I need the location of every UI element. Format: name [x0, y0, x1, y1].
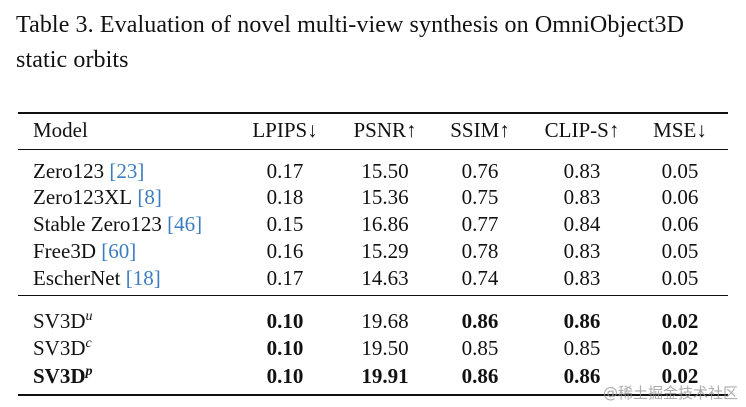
- metric-cell: 15.36: [361, 185, 409, 209]
- model-name: SV3D: [33, 336, 86, 360]
- metric-cell: 0.86: [563, 309, 601, 333]
- model-name: SV3D: [33, 309, 86, 333]
- column-header: MSE↓: [653, 118, 707, 142]
- bottom-rule: [18, 394, 728, 396]
- metric-cell: 0.17: [266, 159, 304, 183]
- metric-cell: 0.85: [461, 336, 499, 360]
- metric-cell: 19.50: [361, 336, 409, 360]
- column-header: CLIP-S↑: [544, 118, 620, 142]
- metric-cell: 0.86: [461, 364, 499, 388]
- citation: [8]: [137, 185, 162, 209]
- model-cell: Zero123XL [8]: [33, 184, 162, 210]
- column-header: LPIPS↓: [252, 118, 318, 142]
- metric-cell: 0.83: [563, 185, 601, 209]
- model-cell: SV3Dp: [33, 363, 93, 389]
- metric-cell: 15.29: [361, 239, 409, 263]
- column-header: PSNR↑: [353, 118, 417, 142]
- model-variant: p: [85, 364, 93, 379]
- metric-cell: 0.83: [563, 159, 601, 183]
- metric-cell: 0.06: [661, 212, 699, 236]
- metric-cell: 0.05: [661, 159, 699, 183]
- metric-cell: 0.75: [461, 185, 499, 209]
- metric-cell: 0.83: [563, 266, 601, 290]
- metric-cell: 19.91: [361, 364, 409, 388]
- metric-cell: 0.10: [266, 309, 304, 333]
- citation: [60]: [101, 239, 137, 263]
- metric-cell: 0.84: [563, 212, 601, 236]
- model-name: Zero123XL: [33, 185, 133, 209]
- header-rule: [18, 149, 728, 150]
- column-header: Model: [33, 118, 88, 142]
- metric-cell: 0.02: [661, 309, 699, 333]
- metric-cell: 0.78: [461, 239, 499, 263]
- model-name: SV3D: [33, 364, 86, 388]
- model-variant: u: [85, 309, 93, 324]
- metric-cell: 0.10: [266, 364, 304, 388]
- citation: [18]: [125, 266, 161, 290]
- citation: [46]: [167, 212, 203, 236]
- metric-cell: 0.76: [461, 159, 499, 183]
- model-cell: EscherNet [18]: [33, 265, 161, 291]
- metric-cell: 0.83: [563, 239, 601, 263]
- column-header: SSIM↑: [450, 118, 510, 142]
- model-cell: SV3Du: [33, 308, 93, 334]
- metric-cell: 0.86: [563, 364, 601, 388]
- metric-cell: 0.10: [266, 336, 304, 360]
- model-name: Zero123: [33, 159, 105, 183]
- metric-cell: 0.77: [461, 212, 499, 236]
- metric-cell: 0.06: [661, 185, 699, 209]
- metric-cell: 0.18: [266, 185, 304, 209]
- metric-cell: 19.68: [361, 309, 409, 333]
- model-cell: Free3D [60]: [33, 238, 136, 264]
- metric-cell: 0.85: [563, 336, 601, 360]
- metric-cell: 0.86: [461, 309, 499, 333]
- metric-cell: 15.50: [361, 159, 409, 183]
- metric-cell: 0.15: [266, 212, 304, 236]
- model-cell: Stable Zero123 [46]: [33, 211, 202, 237]
- model-cell: Zero123 [23]: [33, 158, 144, 184]
- metric-cell: 0.05: [661, 239, 699, 263]
- metric-cell: 0.02: [661, 336, 699, 360]
- group-rule: [18, 295, 728, 296]
- table-caption: Table 3. Evaluation of novel multi-view …: [16, 12, 685, 73]
- model-name: EscherNet: [33, 266, 121, 290]
- watermark: @稀土掘金技术社区: [602, 384, 738, 402]
- model-variant: c: [85, 336, 92, 351]
- model-name: Stable Zero123: [33, 212, 162, 236]
- metric-cell: 14.63: [361, 266, 409, 290]
- metric-cell: 0.17: [266, 266, 304, 290]
- top-rule: [18, 112, 728, 114]
- metric-cell: 0.16: [266, 239, 304, 263]
- metric-cell: 16.86: [361, 212, 409, 236]
- metric-cell: 0.02: [661, 364, 699, 388]
- model-cell: SV3Dc: [33, 335, 92, 361]
- metric-cell: 0.74: [461, 266, 499, 290]
- metric-cell: 0.05: [661, 266, 699, 290]
- citation: [23]: [109, 159, 145, 183]
- model-name: Free3D: [33, 239, 96, 263]
